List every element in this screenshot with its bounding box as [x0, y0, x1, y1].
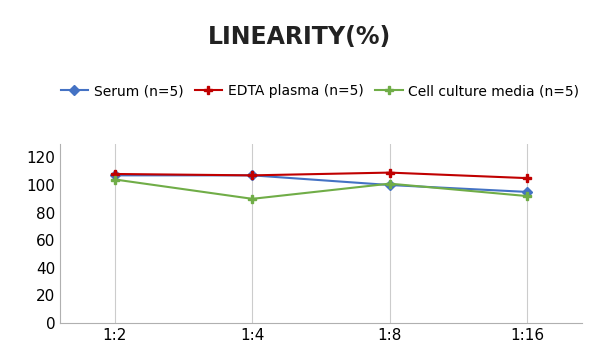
Text: LINEARITY(%): LINEARITY(%): [208, 25, 392, 49]
Legend: Serum (n=5), EDTA plasma (n=5), Cell culture media (n=5): Serum (n=5), EDTA plasma (n=5), Cell cul…: [55, 79, 584, 104]
